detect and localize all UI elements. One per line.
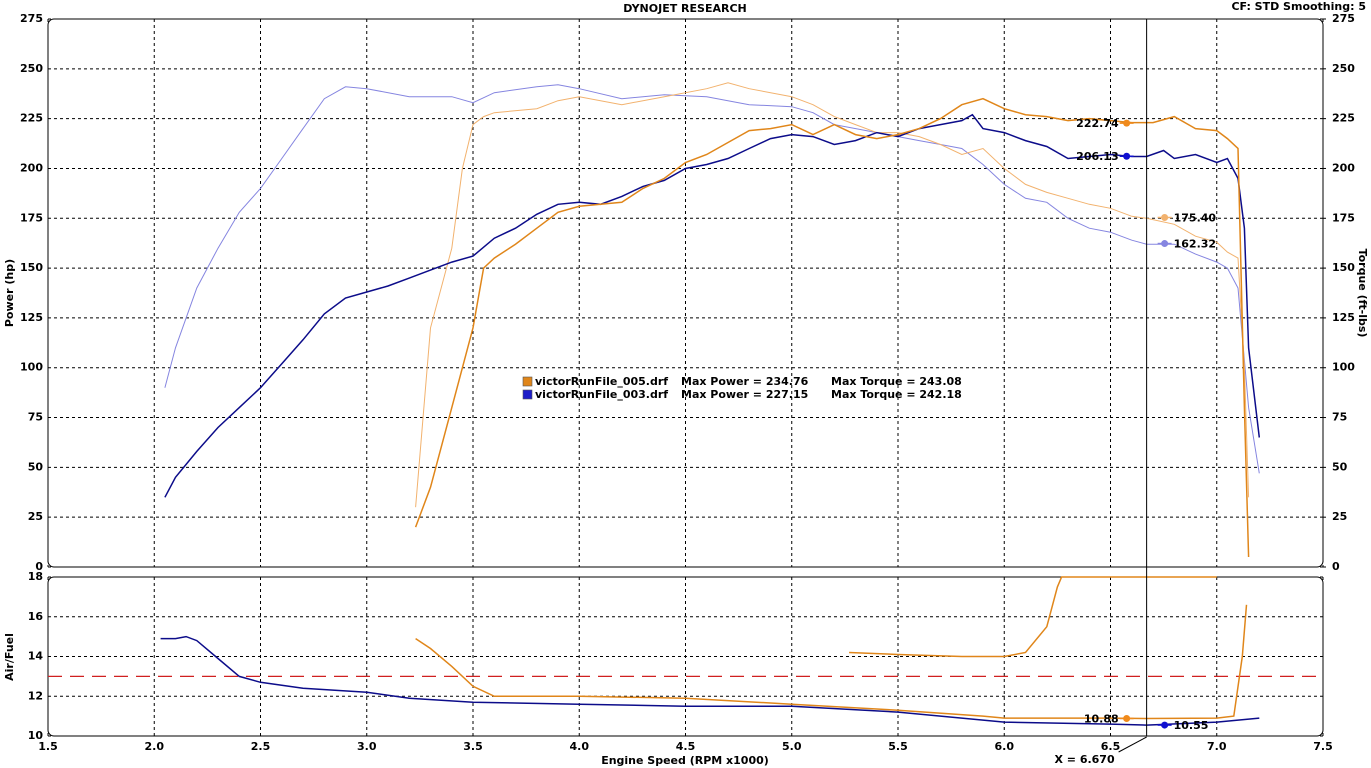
cursor-pointer <box>1118 736 1147 753</box>
x-tick-label: 3.0 <box>357 740 377 753</box>
readout-dot <box>1123 119 1131 127</box>
y-tick-label: 12 <box>28 689 43 702</box>
y2-tick-label: 100 <box>1332 361 1355 374</box>
readout-label: 10.88 <box>1084 713 1119 726</box>
legend-torque: Max Torque = 242.18 <box>831 388 962 401</box>
data-line <box>415 82 1250 508</box>
x-tick-label: 6.5 <box>1101 740 1121 753</box>
y-tick-label: 75 <box>28 411 43 424</box>
readout-label: 162.32 <box>1174 238 1216 251</box>
y2-tick-label: 50 <box>1332 460 1348 473</box>
x-tick-label: 3.5 <box>463 740 483 753</box>
y-tick-label: 10 <box>28 729 44 742</box>
legend-power: Max Power = 234.76 <box>681 375 809 388</box>
y2-tick-label: 200 <box>1332 161 1355 174</box>
y2-tick-label: 75 <box>1332 411 1347 424</box>
y-axis-title: Air/Fuel <box>3 633 16 681</box>
y2-tick-label: 250 <box>1332 62 1355 75</box>
y-tick-label: 16 <box>28 610 44 623</box>
y2-tick-label: 275 <box>1332 12 1355 25</box>
readout-label: 175.40 <box>1174 211 1217 224</box>
chart-subtitle: CF: STD Smoothing: 5 <box>1231 0 1366 13</box>
chart-title: DYNOJET RESEARCH <box>623 2 746 15</box>
x-tick-label: 2.0 <box>145 740 165 753</box>
legend-swatch <box>522 376 533 387</box>
x-tick-label: 4.0 <box>570 740 590 753</box>
y2-tick-label: 25 <box>1332 510 1347 523</box>
data-line <box>849 576 1217 658</box>
x-tick-label: 7.0 <box>1207 740 1227 753</box>
data-line <box>164 84 1260 474</box>
legend-file: victorRunFile_005.drf <box>535 375 668 388</box>
y-tick-label: 18 <box>28 570 43 583</box>
legend-swatch <box>522 389 533 400</box>
x-axis-title: Engine Speed (RPM x1000) <box>601 754 769 767</box>
x-tick-label: 2.5 <box>251 740 271 753</box>
x-tick-label: 1.5 <box>38 740 58 753</box>
readout-dot <box>1161 721 1169 729</box>
readout-label: 222.74 <box>1076 117 1119 130</box>
readout-label: 10.55 <box>1174 719 1209 732</box>
y-tick-label: 200 <box>20 161 43 174</box>
readout-dot <box>1161 240 1169 248</box>
y-tick-label: 100 <box>20 361 43 374</box>
y-tick-label: 125 <box>20 311 43 324</box>
y-tick-label: 225 <box>20 112 43 125</box>
readout-dot <box>1161 213 1169 221</box>
y-tick-label: 0 <box>35 560 43 573</box>
y2-tick-label: 150 <box>1332 261 1355 274</box>
y2-axis-title: Torque (ft-lbs) <box>1356 249 1369 338</box>
y-tick-label: 175 <box>20 211 43 224</box>
x-tick-label: 7.5 <box>1313 740 1333 753</box>
y2-tick-label: 125 <box>1332 311 1355 324</box>
x-tick-label: 6.0 <box>995 740 1015 753</box>
x-tick-label: 4.5 <box>676 740 696 753</box>
readout-dot <box>1123 152 1131 160</box>
cursor-label: X = 6.670 <box>1054 753 1114 766</box>
x-tick-label: 5.0 <box>782 740 802 753</box>
plot-area <box>47 18 1324 568</box>
y2-tick-label: 175 <box>1332 211 1355 224</box>
readout-label: 206.13 <box>1076 150 1118 163</box>
readout-dot <box>1123 715 1131 723</box>
y-tick-label: 150 <box>20 261 43 274</box>
legend-file: victorRunFile_003.drf <box>535 388 668 401</box>
y2-tick-label: 225 <box>1332 112 1355 125</box>
y-axis-title: Power (hp) <box>3 259 16 327</box>
legend-torque: Max Torque = 243.08 <box>831 375 962 388</box>
data-line <box>415 604 1248 720</box>
data-line <box>414 97 1250 558</box>
data-line <box>164 113 1261 498</box>
legend-power: Max Power = 227.15 <box>681 388 808 401</box>
y-tick-label: 50 <box>28 460 44 473</box>
y-tick-label: 250 <box>20 62 43 75</box>
data-line <box>160 635 1260 726</box>
y-tick-label: 275 <box>20 12 43 25</box>
y2-tick-label: 0 <box>1332 560 1340 573</box>
x-tick-label: 5.5 <box>888 740 908 753</box>
y-tick-label: 25 <box>28 510 43 523</box>
y-tick-label: 14 <box>28 650 44 663</box>
